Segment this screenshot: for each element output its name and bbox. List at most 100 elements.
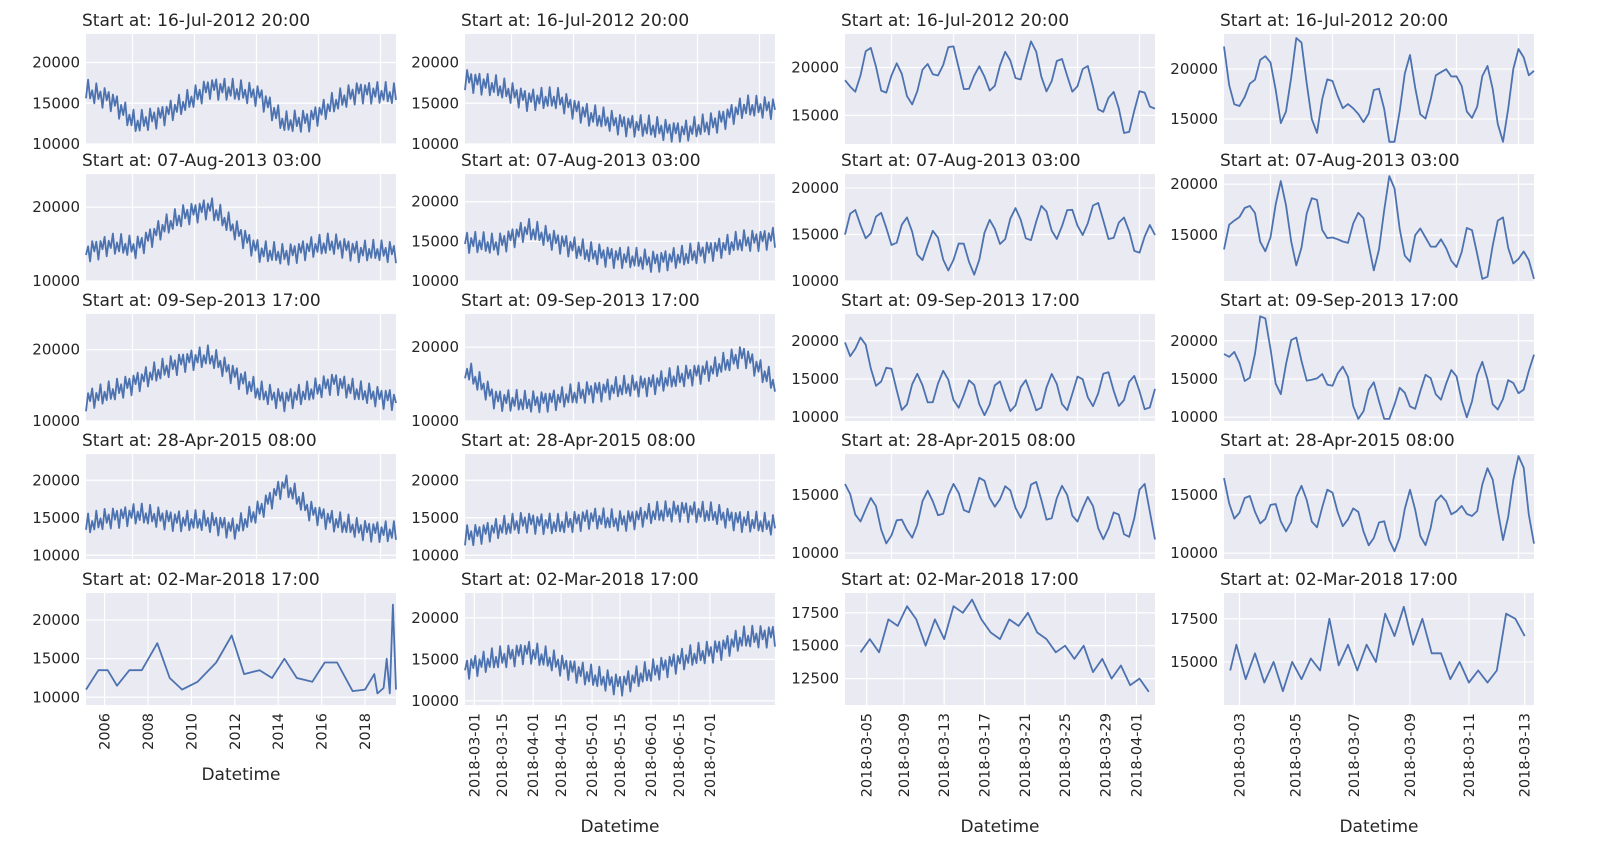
- subplot-11: 10000 15000 20000 Start at: 09-Sep-2013 17:…: [791, 291, 1156, 426]
- subplot-title: Start at: 28-Apr-2015 08:00: [841, 431, 1076, 451]
- series-line: [85, 344, 397, 413]
- x-tick-label: 2018-03-09: [897, 713, 913, 797]
- plot-area: [845, 34, 1155, 144]
- y-tick-label: 10000: [791, 408, 839, 426]
- y-tick-label: 10000: [1170, 544, 1218, 562]
- series-line: [1223, 175, 1535, 280]
- y-tick-label: 10000: [32, 688, 80, 706]
- x-tick-label: 2018-07-01: [703, 713, 719, 797]
- y-tick-label: 20000: [411, 609, 459, 627]
- plot-area: [86, 454, 396, 559]
- x-axis-label: Datetime: [1339, 817, 1418, 837]
- plot-area: [86, 174, 396, 281]
- x-tick-label: 2018-03-25: [1058, 713, 1074, 797]
- subplot-20: 15000 17500 Start at: 02-Mar-2018 17:00 201…: [1170, 570, 1534, 837]
- subplot-4: 15000 20000 Start at: 16-Jul-2012 20:00: [1170, 11, 1535, 144]
- y-tick-label: 15000: [791, 637, 839, 655]
- subplot-title: Start at: 02-Mar-2018 17:00: [841, 570, 1079, 590]
- plot-area: [1224, 174, 1534, 281]
- subplot-title: Start at: 09-Sep-2013 17:00: [1220, 291, 1459, 311]
- y-tick-label: 15000: [32, 94, 80, 112]
- y-tick-label: 10000: [1170, 408, 1218, 426]
- plot-area: [465, 454, 775, 559]
- subplot-title: Start at: 09-Sep-2013 17:00: [461, 291, 700, 311]
- x-tick-label: 2014: [271, 713, 287, 750]
- y-tick-label: 15000: [411, 232, 459, 250]
- x-tick-label: 2018-03-05: [1288, 713, 1304, 797]
- series-line: [85, 474, 397, 543]
- y-tick-label: 15000: [1170, 226, 1218, 244]
- y-tick-label: 15000: [411, 509, 459, 527]
- y-tick-label: 10000: [791, 272, 839, 290]
- y-tick-label: 10000: [411, 692, 459, 710]
- series-line: [85, 197, 397, 266]
- y-tick-label: 20000: [1170, 332, 1218, 350]
- subplot-1: 10000 15000 20000 Start at: 16-Jul-2012 20:…: [32, 11, 397, 153]
- subplot-title: Start at: 02-Mar-2018 17:00: [82, 570, 320, 590]
- series-line: [464, 500, 776, 547]
- x-tick-label: 2018-03-09: [1403, 713, 1419, 797]
- y-tick-label: 15000: [791, 486, 839, 504]
- x-tick-label: 2018-03-11: [1462, 713, 1478, 797]
- y-tick-label: 15000: [791, 370, 839, 388]
- series-line: [1223, 315, 1535, 420]
- subplot-title: Start at: 09-Sep-2013 17:00: [82, 291, 321, 311]
- subplot-title: Start at: 07-Aug-2013 03:00: [461, 151, 701, 171]
- x-tick-label: 2018-04-01: [1129, 713, 1145, 797]
- x-tick-label: 2018-03-15: [495, 713, 511, 797]
- x-tick-label: 2010: [184, 713, 200, 750]
- y-tick-label: 15000: [411, 650, 459, 668]
- subplot-2: 10000 15000 20000 Start at: 16-Jul-2012 20:…: [411, 11, 776, 153]
- y-tick-label: 20000: [411, 471, 459, 489]
- subplot-title: Start at: 07-Aug-2013 03:00: [1220, 151, 1460, 171]
- plot-area: [845, 174, 1155, 281]
- subplot-17: 10000 15000 20000 Start at: 02-Mar-2018 17:…: [32, 570, 397, 785]
- subplot-12: 10000 15000 20000 Start at: 09-Sep-2013 17:…: [1170, 291, 1535, 426]
- y-tick-label: 10000: [411, 412, 459, 430]
- y-tick-label: 10000: [411, 272, 459, 290]
- plot-area: [86, 593, 396, 705]
- x-tick-label: 2018-03-13: [1518, 713, 1534, 797]
- series-line: [464, 69, 776, 143]
- subplot-5: 10000 20000 Start at: 07-Aug-2013 03:00: [32, 151, 397, 290]
- y-tick-label: 15000: [32, 509, 80, 527]
- x-tick-label: 2018-03-13: [937, 713, 953, 797]
- y-tick-label: 10000: [411, 135, 459, 153]
- subplot-15: 10000 15000 Start at: 28-Apr-2015 08:00: [791, 431, 1156, 562]
- y-tick-label: 20000: [32, 198, 80, 216]
- series-line: [1229, 605, 1526, 693]
- y-tick-label: 10000: [32, 412, 80, 430]
- y-tick-label: 20000: [791, 179, 839, 197]
- y-tick-label: 12500: [791, 670, 839, 688]
- x-tick-label: 2006: [98, 713, 114, 750]
- plot-area: [845, 593, 1155, 705]
- x-tick-label: 2018-05-01: [585, 713, 601, 797]
- subplot-title: Start at: 28-Apr-2015 08:00: [82, 431, 317, 451]
- subplot-title: Start at: 07-Aug-2013 03:00: [841, 151, 1081, 171]
- subplot-title: Start at: 28-Apr-2015 08:00: [461, 431, 696, 451]
- subplot-title: Start at: 09-Sep-2013 17:00: [841, 291, 1080, 311]
- y-tick-label: 10000: [32, 546, 80, 564]
- y-tick-label: 15000: [791, 225, 839, 243]
- x-tick-label: 2018-05-15: [613, 713, 629, 797]
- y-tick-label: 15000: [791, 106, 839, 124]
- x-tick-label: 2018-03-01: [467, 713, 483, 797]
- x-axis-label: Datetime: [580, 817, 659, 837]
- y-tick-label: 15000: [1170, 486, 1218, 504]
- x-tick-label: 2018-03-07: [1347, 713, 1363, 797]
- x-tick-label: 2018-06-01: [644, 713, 660, 797]
- y-tick-label: 20000: [411, 193, 459, 211]
- plot-area: [86, 314, 396, 421]
- x-tick-label: 2018-04-15: [554, 713, 570, 797]
- series-line: [844, 40, 1156, 134]
- subplot-title: Start at: 02-Mar-2018 17:00: [1220, 570, 1458, 590]
- y-tick-label: 10000: [32, 272, 80, 290]
- plot-area: [465, 174, 775, 281]
- subplot-title: Start at: 28-Apr-2015 08:00: [1220, 431, 1455, 451]
- plot-area: [465, 34, 775, 144]
- x-tick-label: 2016: [315, 713, 331, 750]
- x-tick-label: 2018-04-01: [526, 713, 542, 797]
- y-tick-label: 15000: [1170, 110, 1218, 128]
